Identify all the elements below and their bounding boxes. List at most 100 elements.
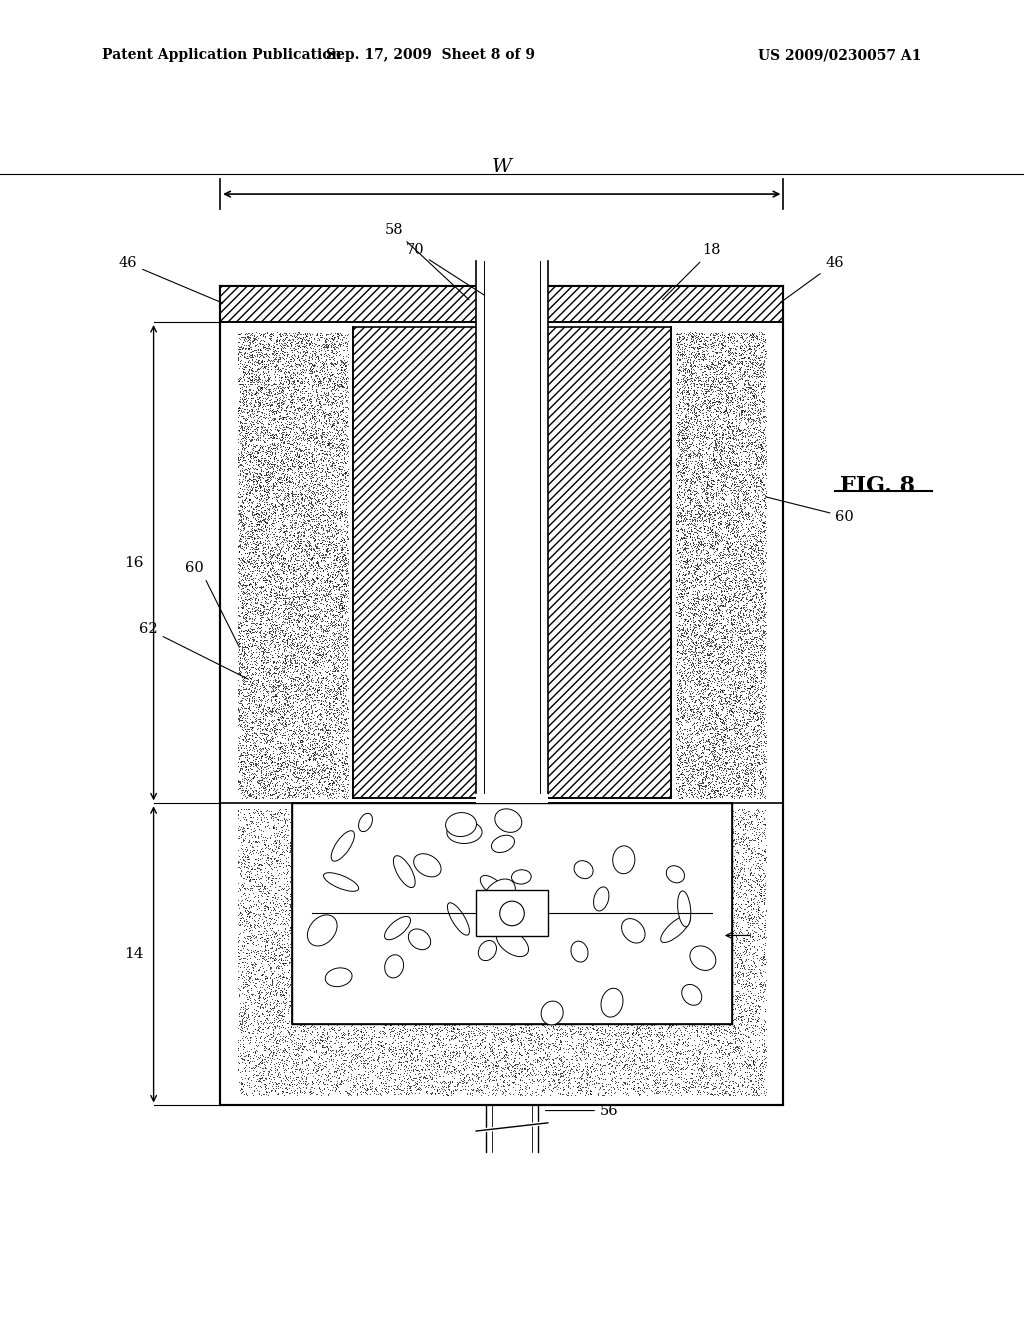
Point bbox=[287, 994, 303, 1015]
Point bbox=[609, 974, 626, 995]
Point bbox=[494, 958, 510, 979]
Point bbox=[372, 1035, 388, 1056]
Point bbox=[650, 989, 667, 1010]
Point bbox=[269, 718, 286, 739]
Point bbox=[249, 539, 265, 560]
Point bbox=[692, 704, 709, 725]
Point bbox=[271, 927, 288, 948]
Point bbox=[257, 408, 273, 429]
Point bbox=[499, 1020, 515, 1041]
Point bbox=[751, 1078, 767, 1100]
Point bbox=[634, 1063, 650, 1084]
Point bbox=[565, 975, 582, 997]
Point bbox=[674, 1057, 690, 1078]
Point bbox=[318, 975, 335, 997]
Point bbox=[315, 411, 332, 432]
Point bbox=[246, 941, 262, 962]
Point bbox=[335, 874, 351, 895]
Point bbox=[525, 1012, 542, 1034]
Point bbox=[626, 903, 642, 924]
Point bbox=[757, 932, 773, 953]
Point bbox=[344, 869, 360, 890]
Point bbox=[261, 747, 278, 768]
Point bbox=[394, 863, 411, 884]
Point bbox=[718, 904, 734, 925]
Point bbox=[243, 810, 259, 832]
Point bbox=[673, 356, 689, 378]
Point bbox=[712, 744, 728, 766]
Point bbox=[292, 355, 308, 376]
Point bbox=[247, 1019, 263, 1040]
Point bbox=[232, 510, 249, 531]
Point bbox=[318, 345, 335, 366]
Point bbox=[255, 781, 271, 803]
Point bbox=[457, 1034, 473, 1055]
Point bbox=[716, 516, 732, 537]
Point bbox=[459, 854, 475, 875]
Point bbox=[674, 334, 690, 355]
Point bbox=[695, 461, 712, 482]
Point bbox=[260, 379, 276, 400]
Point bbox=[267, 1061, 284, 1082]
Point bbox=[668, 1011, 684, 1032]
Point bbox=[737, 937, 754, 958]
Point bbox=[314, 737, 331, 758]
Point bbox=[564, 995, 581, 1016]
Point bbox=[419, 875, 435, 896]
Point bbox=[734, 327, 751, 348]
Point bbox=[538, 948, 554, 969]
Point bbox=[494, 896, 510, 917]
Point bbox=[594, 941, 610, 962]
Point bbox=[693, 775, 710, 796]
Point bbox=[699, 678, 716, 700]
Point bbox=[263, 987, 280, 1008]
Point bbox=[592, 932, 608, 953]
Point bbox=[468, 1060, 484, 1081]
Point bbox=[318, 758, 335, 779]
Point bbox=[516, 940, 532, 961]
Point bbox=[744, 401, 761, 422]
Point bbox=[487, 978, 504, 999]
Point bbox=[312, 843, 329, 865]
Point bbox=[369, 939, 385, 960]
Point bbox=[680, 898, 696, 919]
Point bbox=[708, 599, 724, 620]
Point bbox=[380, 979, 396, 1001]
Point bbox=[368, 821, 384, 842]
Point bbox=[348, 1073, 365, 1094]
Point bbox=[297, 1071, 313, 1092]
Point bbox=[755, 454, 771, 475]
Point bbox=[436, 1041, 453, 1063]
Point bbox=[260, 403, 276, 424]
Point bbox=[260, 473, 276, 494]
Point bbox=[289, 829, 305, 850]
Point bbox=[261, 634, 278, 655]
Point bbox=[604, 876, 621, 898]
Point bbox=[712, 1038, 728, 1059]
Point bbox=[356, 1008, 373, 1030]
Point bbox=[338, 483, 354, 504]
Point bbox=[443, 833, 460, 854]
Point bbox=[750, 743, 766, 764]
Point bbox=[233, 669, 250, 690]
Point bbox=[729, 692, 745, 713]
Point bbox=[283, 471, 299, 492]
Point bbox=[347, 900, 364, 921]
Point bbox=[458, 961, 474, 982]
Point bbox=[292, 352, 308, 374]
Point bbox=[706, 857, 722, 878]
Point bbox=[272, 483, 289, 504]
Point bbox=[391, 812, 408, 833]
Point bbox=[742, 436, 759, 457]
Point bbox=[674, 631, 690, 652]
Point bbox=[549, 948, 565, 969]
Point bbox=[290, 733, 306, 754]
Point bbox=[467, 1014, 483, 1035]
Point bbox=[276, 498, 293, 519]
Point bbox=[517, 1040, 534, 1061]
Point bbox=[270, 469, 287, 490]
Point bbox=[724, 758, 740, 779]
Point bbox=[384, 876, 400, 898]
Point bbox=[682, 331, 698, 352]
Point bbox=[432, 962, 449, 983]
